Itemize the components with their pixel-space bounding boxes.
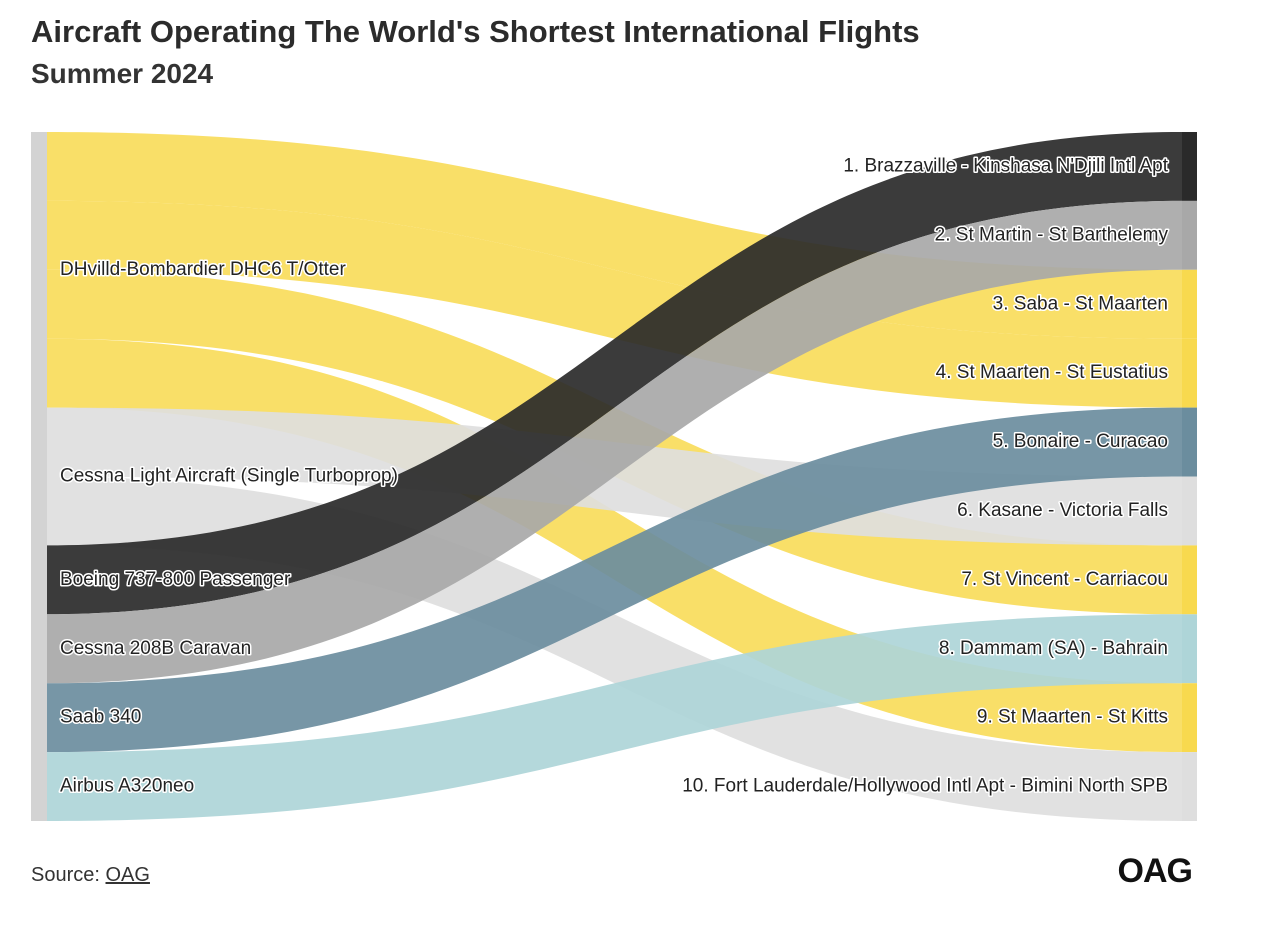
target-node-bar[interactable] (1182, 752, 1197, 821)
target-label: 9. St Maarten - St Kitts (977, 707, 1168, 728)
sankey-link[interactable] (47, 132, 1182, 615)
source-label: Cessna Light Aircraft (Single Turboprop) (60, 466, 398, 487)
target-node-bar[interactable] (1182, 269, 1197, 339)
target-label: 10. Fort Lauderdale/Hollywood Intl Apt -… (682, 776, 1168, 797)
oag-logo: OAG (1117, 852, 1193, 890)
source-prefix: Source: (31, 864, 100, 886)
target-node-bar[interactable] (1182, 338, 1197, 408)
target-label: 1. Brazzaville - Kinshasa N'Djili Intl A… (843, 155, 1168, 176)
source-label: DHvilld-Bombardier DHC6 T/Otter (60, 259, 346, 280)
source-label: Saab 340 (60, 707, 141, 728)
source-note: Source: OAG (31, 864, 150, 887)
sankey-link[interactable] (47, 200, 1182, 684)
sankey-nodes (31, 132, 1197, 821)
chart-subtitle: Summer 2024 (31, 58, 214, 89)
sankey-link[interactable] (47, 200, 1182, 408)
source-label: Airbus A320neo (60, 776, 194, 797)
chart-title: Aircraft Operating The World's Shortest … (31, 14, 920, 49)
target-node-bar[interactable] (1182, 476, 1197, 546)
target-label: 6. Kasane - Victoria Falls (957, 500, 1168, 521)
source-label: Boeing 737-800 Passenger (60, 569, 291, 590)
target-node-bar[interactable] (1182, 200, 1197, 270)
target-label: 2. St Martin - St Barthelemy (935, 224, 1169, 245)
sankey-link[interactable] (47, 614, 1182, 821)
source-link[interactable]: OAG (105, 864, 150, 886)
target-label: 3. Saba - St Maarten (993, 293, 1168, 314)
sankey-links (47, 132, 1182, 821)
target-node-bar[interactable] (1182, 407, 1197, 477)
left-node-bar (31, 132, 47, 821)
sankey-labels: DHvilld-Bombardier DHC6 T/Otter Cessna Li… (59, 154, 1171, 798)
target-node-bar[interactable] (1182, 683, 1197, 753)
target-node-bar[interactable] (1182, 614, 1197, 684)
target-label: 7. St Vincent - Carriacou (961, 569, 1168, 590)
target-label: 8. Dammam (SA) - Bahrain (939, 638, 1168, 659)
sankey-link[interactable] (47, 407, 1182, 753)
target-label: 5. Bonaire - Curacao (993, 431, 1168, 452)
target-label: 4. St Maarten - St Eustatius (936, 362, 1168, 383)
target-node-bar[interactable] (1182, 132, 1197, 201)
target-node-bar[interactable] (1182, 545, 1197, 615)
source-label: Cessna 208B Caravan (60, 638, 251, 659)
